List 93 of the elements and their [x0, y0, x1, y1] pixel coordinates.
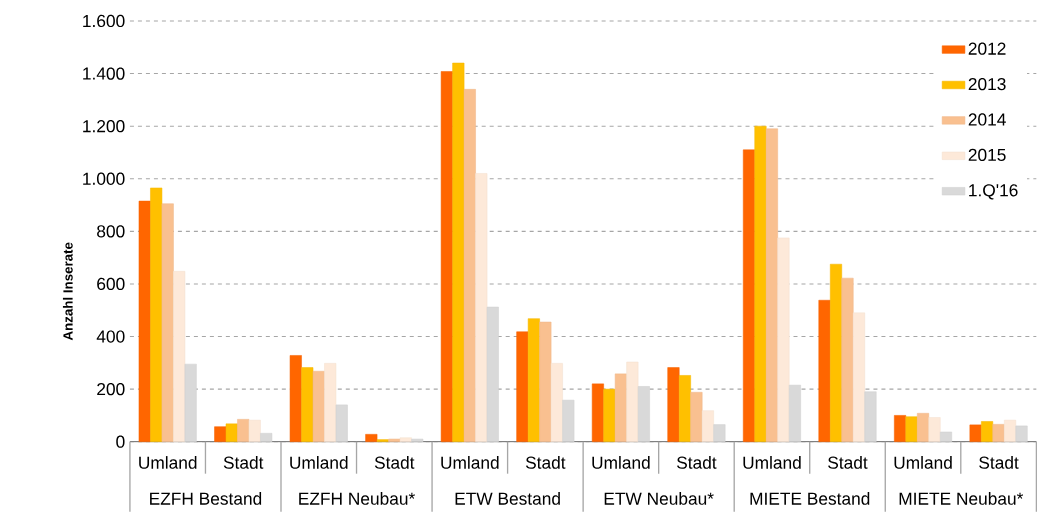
legend-label: 2015	[968, 148, 1006, 162]
bar	[603, 389, 616, 443]
bar	[516, 331, 529, 443]
bar	[376, 439, 389, 443]
bar	[475, 173, 488, 443]
bar	[214, 426, 227, 443]
bar	[864, 391, 877, 443]
bar	[841, 278, 854, 443]
bar	[237, 419, 250, 443]
bar	[527, 318, 540, 443]
bar	[754, 126, 767, 443]
bar	[388, 438, 401, 443]
y-tick-label: 0	[116, 435, 125, 449]
bar	[411, 438, 424, 443]
bar	[667, 367, 680, 443]
y-tick-label: 1.000	[83, 172, 125, 186]
bar	[830, 264, 843, 443]
legend-label: 2014	[968, 113, 1006, 126]
bar	[852, 312, 865, 443]
bar	[969, 424, 982, 443]
text: EZFH Neubau*	[299, 492, 415, 505]
bar	[713, 424, 726, 443]
bar	[173, 271, 186, 443]
bar	[690, 392, 703, 443]
bar	[928, 417, 941, 443]
text: EZFH Bestand	[150, 492, 262, 505]
bar	[917, 413, 930, 443]
bar	[637, 386, 650, 443]
y-tick-label: 400	[96, 330, 125, 343]
text: ETW Neubau*	[604, 492, 714, 505]
bar	[399, 437, 412, 443]
x-tick-label: Umland	[290, 456, 348, 469]
bar	[463, 89, 476, 443]
bar	[939, 431, 953, 443]
x-tick-label: Umland	[743, 456, 801, 469]
bar	[138, 201, 151, 443]
bar	[1004, 420, 1017, 443]
bar	[788, 385, 801, 443]
bar	[452, 62, 465, 443]
bar	[248, 420, 261, 443]
bar	[562, 400, 575, 443]
x-tick-label: Stadt	[979, 456, 1019, 469]
bar	[905, 416, 918, 443]
y-tick-label: 200	[97, 383, 125, 396]
x-tick-label: Umland	[441, 456, 499, 469]
bar	[765, 128, 778, 443]
x-tick-label: Umland	[139, 456, 197, 469]
x-tick-label: Stadt	[374, 456, 415, 469]
bar	[777, 237, 790, 443]
bar	[539, 321, 552, 443]
x-tick-label: Umland	[592, 456, 650, 469]
bar	[150, 187, 163, 443]
bar	[324, 363, 337, 443]
text: MIETE Neubau*	[899, 492, 1024, 505]
y-tick-label: 1.600	[83, 15, 125, 28]
bar	[981, 421, 994, 443]
bar	[260, 433, 273, 443]
bar	[486, 306, 499, 443]
y-axis-title: Anzahl Inserate	[62, 242, 73, 341]
bar	[591, 383, 604, 443]
bar	[992, 424, 1005, 443]
bar	[742, 149, 756, 443]
y-tick-label: 800	[97, 225, 125, 238]
bar	[225, 423, 238, 443]
text: MIETE Bestand	[750, 492, 870, 505]
x-tick-label: Stadt	[525, 456, 566, 469]
y-tick-label: 1.400	[83, 67, 125, 80]
x-tick-label: Umland	[894, 456, 952, 469]
bar	[678, 375, 691, 443]
x-tick-label: Stadt	[828, 456, 868, 469]
legend-label: 2012	[968, 42, 1006, 55]
bar	[312, 371, 325, 443]
bar	[1015, 425, 1028, 443]
bar	[289, 355, 302, 443]
bar	[365, 434, 378, 443]
bar	[701, 410, 714, 443]
bar	[161, 203, 174, 443]
legend-label: 2013	[968, 78, 1006, 91]
text: ETW Bestand	[455, 492, 560, 505]
bar	[894, 415, 907, 443]
bar	[184, 364, 197, 443]
bar	[335, 404, 348, 443]
bar	[614, 373, 627, 443]
x-tick-label: Stadt	[223, 456, 264, 469]
y-tick-label: 600	[97, 277, 125, 291]
bar	[550, 363, 563, 443]
bar	[818, 300, 831, 443]
legend-label: 1.Q'16	[969, 184, 1018, 200]
x-tick-label: Stadt	[677, 456, 717, 469]
bar	[440, 71, 453, 443]
y-tick-label: 1.200	[83, 120, 125, 133]
bar	[626, 361, 639, 443]
bar	[301, 367, 314, 443]
